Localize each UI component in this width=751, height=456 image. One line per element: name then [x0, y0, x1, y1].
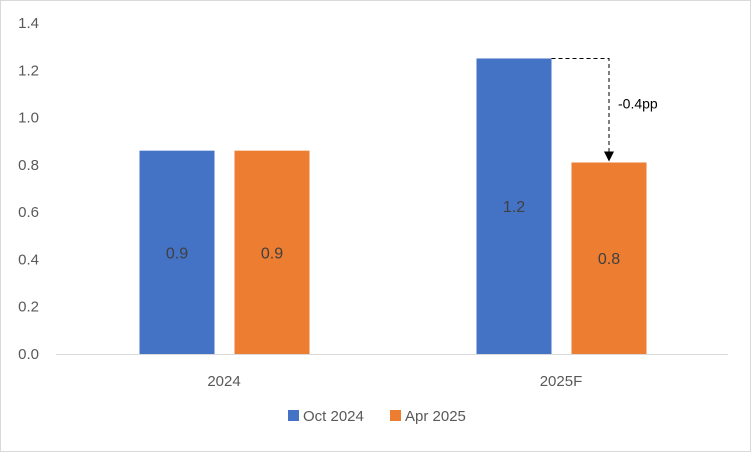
- bar: [234, 150, 310, 354]
- y-tick-label: 1.0: [18, 110, 39, 127]
- x-tick-label: 2025F: [540, 373, 583, 390]
- y-tick-label: 0.4: [18, 251, 39, 268]
- legend-label: Apr 2025: [405, 408, 466, 425]
- y-tick-label: 1.2: [18, 62, 39, 79]
- legend: Oct 2024 Apr 2025: [288, 408, 466, 425]
- y-tick-label: 0.2: [18, 299, 39, 316]
- y-tick-label: 1.4: [18, 15, 39, 32]
- bar: [476, 58, 552, 354]
- y-axis-tick-labels: 0.0 0.2 0.4 0.6 0.8 1.0 1.2 1.4: [18, 15, 39, 363]
- change-annotation: -0.4pp: [551, 57, 658, 162]
- data-labels: 0.9 1.2 0.9 0.8: [166, 199, 620, 268]
- y-tick-label: 0.0: [18, 346, 39, 363]
- legend-swatch: [288, 410, 299, 421]
- bar-series: [139, 58, 647, 354]
- annotation-connector: [551, 57, 610, 153]
- x-axis-tick-labels: 2024 2025F: [207, 373, 582, 390]
- bar: [571, 162, 647, 354]
- bar-data-label: 0.9: [166, 245, 188, 262]
- bar-data-label: 0.8: [598, 251, 620, 268]
- annotation-arrowhead: [604, 151, 614, 162]
- bar-data-label: 1.2: [503, 199, 525, 216]
- legend-swatch: [390, 410, 401, 421]
- y-tick-label: 0.8: [18, 157, 39, 174]
- bar-data-label: 0.9: [261, 245, 283, 262]
- annotation-label: -0.4pp: [618, 95, 658, 111]
- bar: [139, 150, 215, 354]
- legend-label: Oct 2024: [303, 408, 364, 425]
- x-tick-label: 2024: [207, 373, 240, 390]
- y-tick-label: 0.6: [18, 204, 39, 221]
